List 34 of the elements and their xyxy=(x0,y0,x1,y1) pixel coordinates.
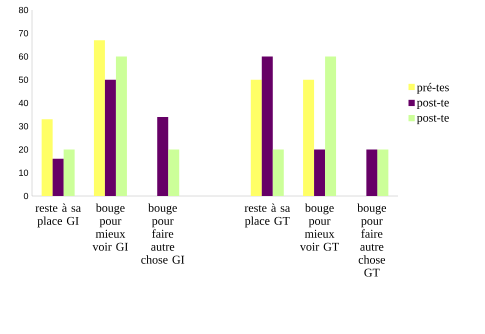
y-tick-label: 20 xyxy=(18,146,28,153)
bar xyxy=(104,80,116,196)
bar xyxy=(250,80,262,196)
y-tick-label: 80 xyxy=(18,6,28,14)
bar xyxy=(94,40,105,196)
y-tick-label: 40 xyxy=(18,100,28,106)
y-tick-label: 60 xyxy=(18,53,28,60)
bar xyxy=(325,56,336,196)
x-tick-label: bouge pour faire autre chose GT xyxy=(357,204,386,277)
bar xyxy=(52,158,64,196)
bar xyxy=(262,56,273,196)
x-tick-label: bouge pour mieux voir GT xyxy=(300,204,339,251)
y-tick-label: 0 xyxy=(24,192,28,200)
x-tick-label: bouge pour mieux voir GI xyxy=(92,204,128,251)
bar xyxy=(366,150,378,196)
x-tick-label: bouge pour faire autre chose GI xyxy=(141,204,184,264)
legend-label: pré-tes xyxy=(416,82,449,94)
y-tick-label: 10 xyxy=(19,170,28,176)
bar xyxy=(157,116,168,196)
legend-label: post-te xyxy=(416,100,449,109)
bar xyxy=(377,150,388,196)
bar xyxy=(303,80,314,196)
y-tick-label: 70 xyxy=(18,30,28,36)
bar xyxy=(42,119,53,196)
legend-label: post-te xyxy=(416,114,449,124)
bar xyxy=(168,150,180,196)
x-tick-label: reste à sa place GI xyxy=(35,204,81,228)
bar xyxy=(64,150,75,196)
y-tick-label: 50 xyxy=(18,76,28,83)
bar xyxy=(272,150,284,196)
x-tick-label: reste à sa place GT xyxy=(244,204,290,228)
bar xyxy=(116,56,127,196)
bar xyxy=(314,150,326,196)
y-tick-label: 30 xyxy=(18,123,28,130)
